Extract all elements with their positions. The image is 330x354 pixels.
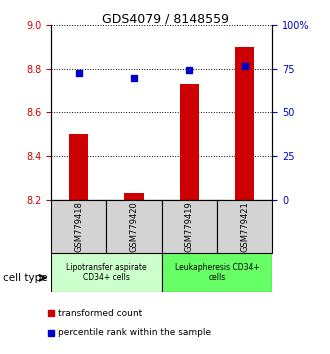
Bar xyxy=(69,134,88,200)
FancyBboxPatch shape xyxy=(51,253,162,292)
Text: GSM779418: GSM779418 xyxy=(74,201,83,252)
FancyBboxPatch shape xyxy=(162,200,217,253)
Text: Leukapheresis CD34+
cells: Leukapheresis CD34+ cells xyxy=(175,263,259,282)
FancyBboxPatch shape xyxy=(51,200,106,253)
Bar xyxy=(235,47,254,200)
Text: percentile rank within the sample: percentile rank within the sample xyxy=(58,328,211,337)
Text: GSM779419: GSM779419 xyxy=(185,201,194,252)
Bar xyxy=(180,84,199,200)
Text: cell type: cell type xyxy=(3,273,48,283)
Text: Lipotransfer aspirate
CD34+ cells: Lipotransfer aspirate CD34+ cells xyxy=(66,263,147,282)
Text: GDS4079 / 8148559: GDS4079 / 8148559 xyxy=(102,12,228,25)
FancyBboxPatch shape xyxy=(106,200,162,253)
FancyBboxPatch shape xyxy=(162,253,272,292)
Text: GSM779421: GSM779421 xyxy=(240,201,249,252)
Text: GSM779420: GSM779420 xyxy=(130,201,139,252)
Bar xyxy=(124,193,144,200)
Text: transformed count: transformed count xyxy=(58,309,142,318)
FancyBboxPatch shape xyxy=(217,200,272,253)
